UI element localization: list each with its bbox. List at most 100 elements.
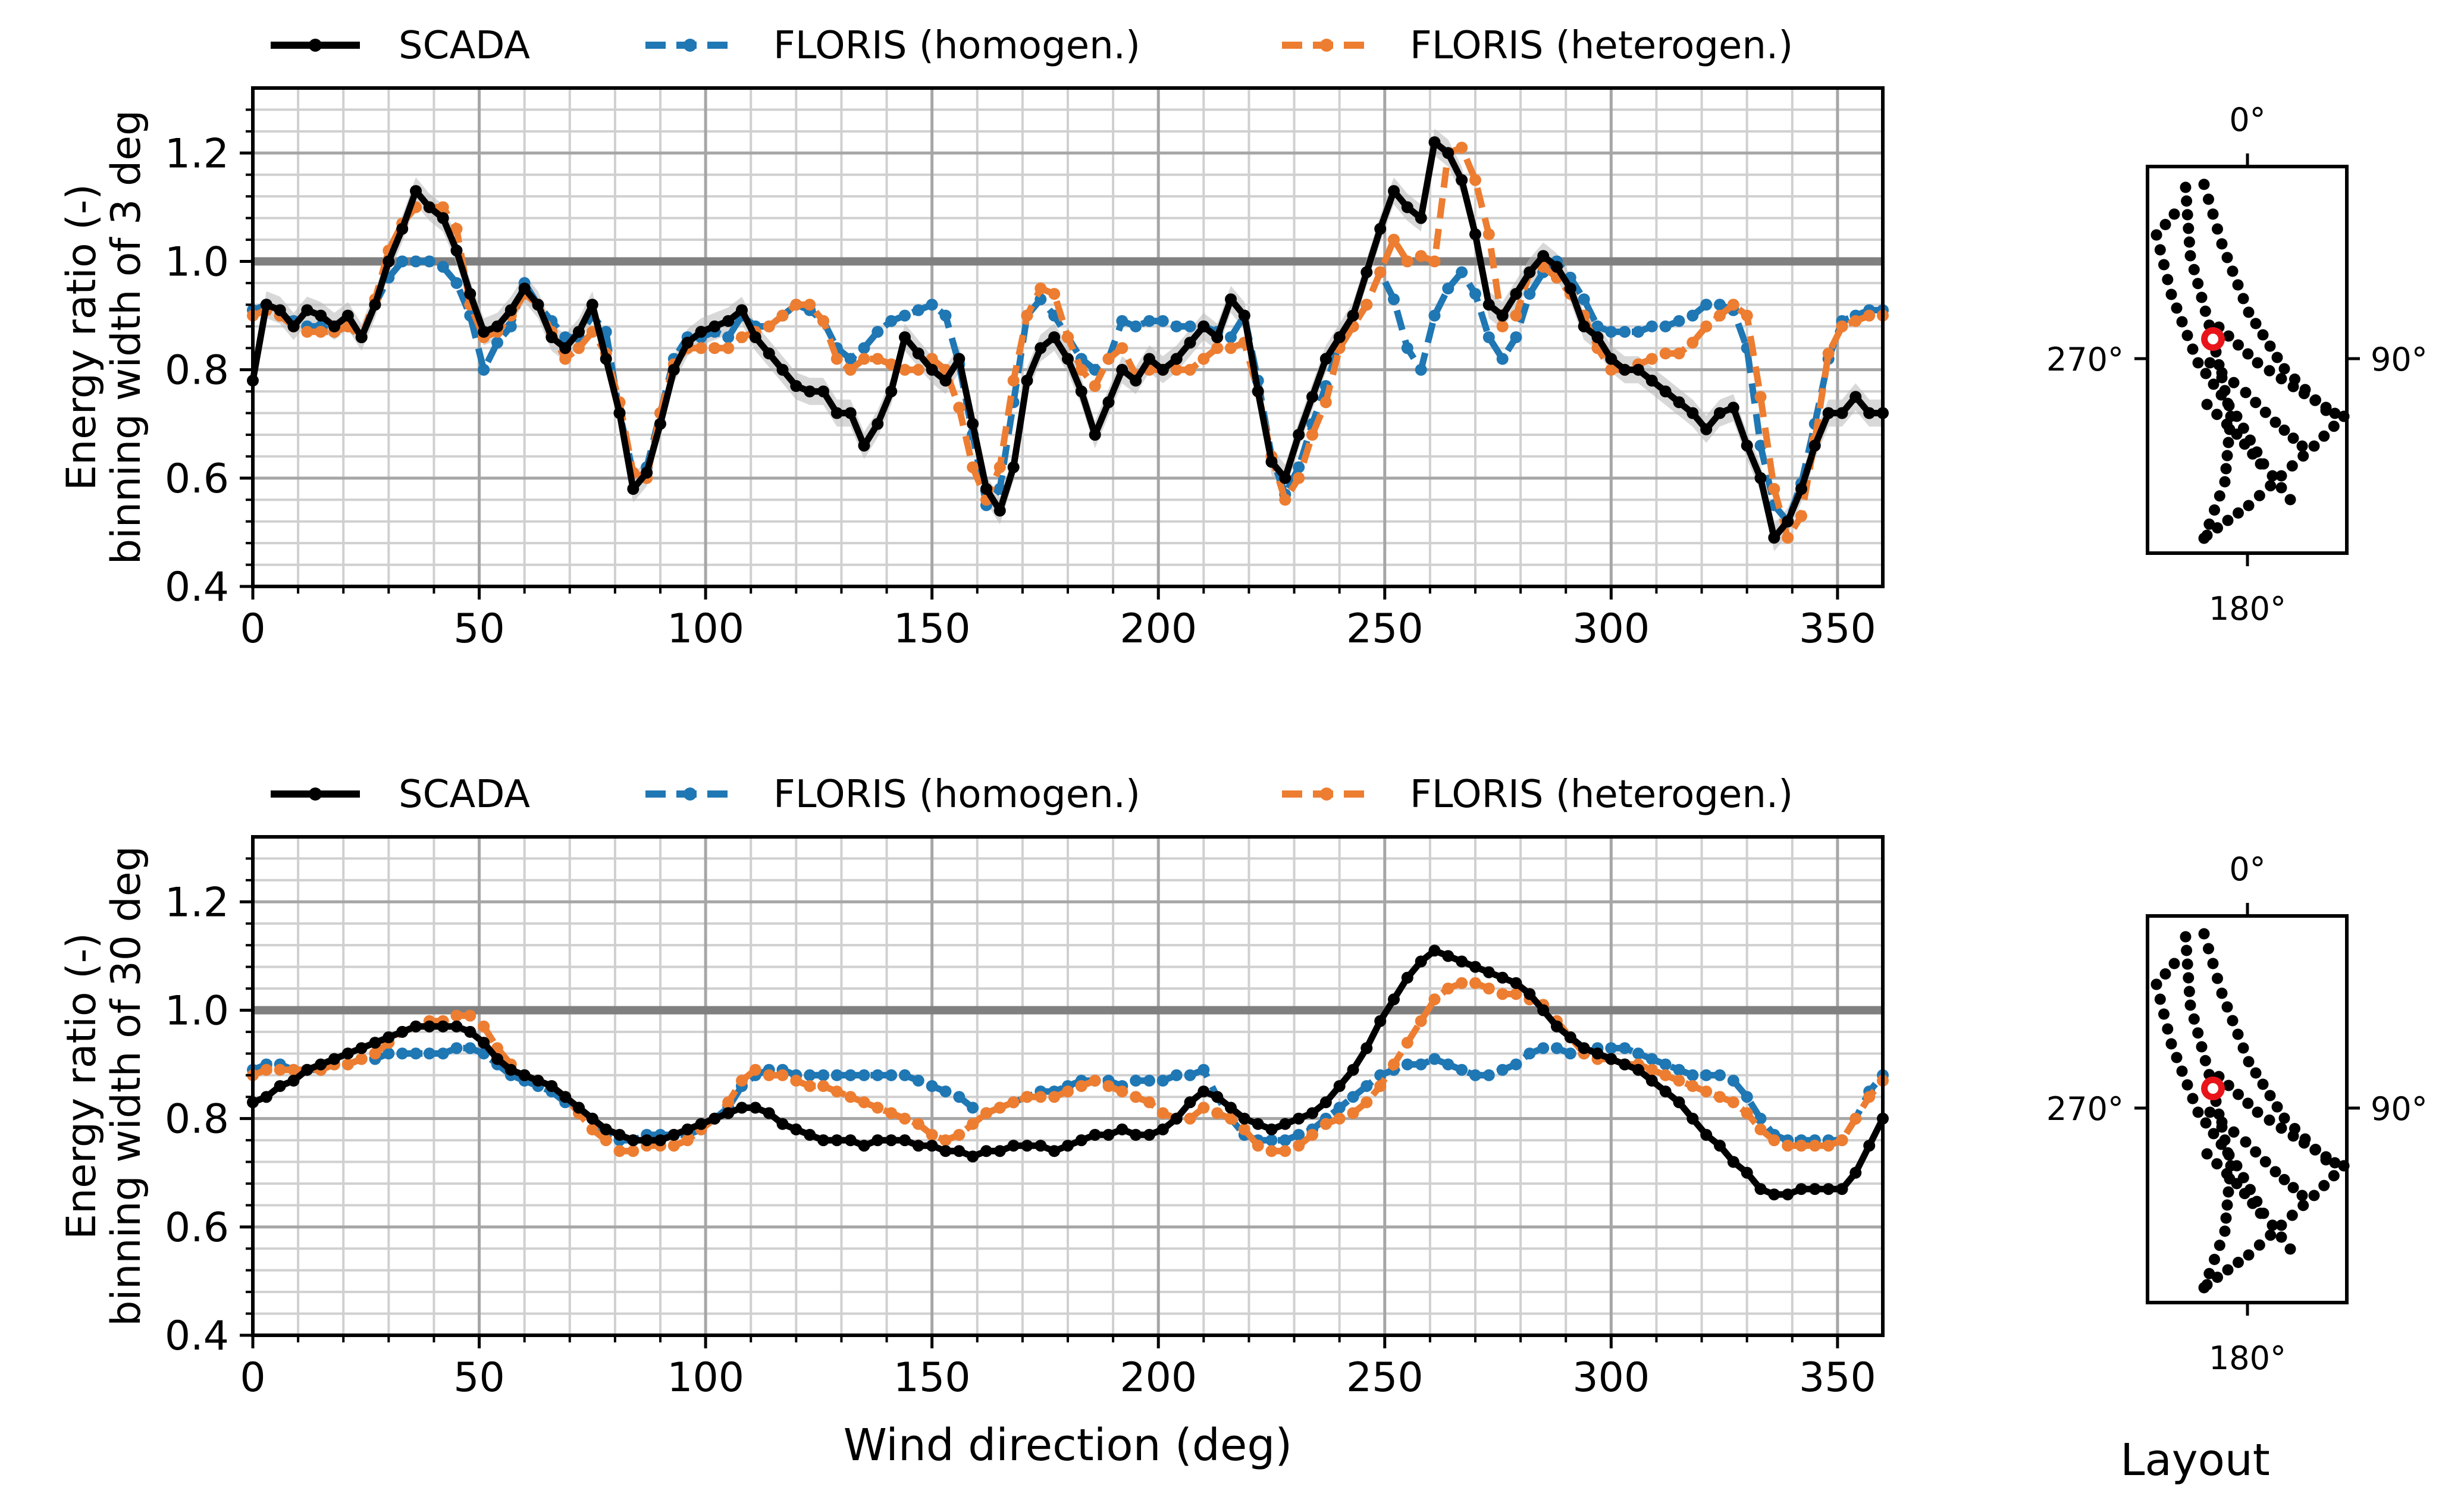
series-scada [247, 945, 1889, 1201]
data-point [967, 1150, 979, 1163]
turbine-marker [2232, 1028, 2244, 1040]
data-point [1075, 1080, 1087, 1092]
data-point [1374, 266, 1387, 278]
turbine-marker [2233, 1257, 2244, 1268]
data-point [355, 1042, 368, 1055]
data-point [912, 1140, 924, 1152]
data-point [1782, 532, 1794, 544]
data-point [396, 255, 409, 268]
x-tick-label: 300 [1572, 605, 1650, 652]
data-point [1714, 1140, 1726, 1152]
data-point [1700, 1085, 1713, 1098]
data-point [709, 1112, 721, 1125]
data-point [1741, 309, 1753, 322]
turbine-marker [2223, 400, 2235, 412]
data-point [1211, 342, 1224, 354]
data-point [1048, 288, 1061, 300]
y-axis-label: binning width of 3 deg [103, 110, 150, 564]
turbine-marker [2243, 500, 2255, 512]
data-point [993, 1102, 1006, 1114]
turbine-marker [2297, 1200, 2309, 1212]
data-point [912, 1118, 924, 1130]
data-point [1768, 532, 1780, 544]
data-point [1673, 396, 1685, 409]
data-point [423, 255, 435, 268]
turbine-marker [2266, 1219, 2278, 1231]
data-point [1836, 407, 1848, 419]
data-point [1156, 1107, 1169, 1119]
data-point [410, 1047, 422, 1060]
data-point [1102, 353, 1115, 365]
data-point [1007, 1140, 1020, 1152]
data-point [1130, 1129, 1142, 1141]
turbine-marker [2329, 1157, 2341, 1169]
data-point [423, 201, 435, 214]
data-point [709, 342, 721, 354]
turbine-marker [2287, 1182, 2299, 1194]
data-point [1741, 1107, 1753, 1119]
layout-inset-bottom: 0° 180° 270° 90° [2046, 851, 2428, 1377]
data-point [1130, 374, 1142, 387]
turbine-marker [2212, 972, 2223, 984]
data-point [1034, 1091, 1047, 1103]
compass-west-label: 270° [2046, 341, 2124, 378]
data-point [1849, 391, 1862, 403]
data-point [1347, 1107, 1359, 1119]
data-point [1591, 1047, 1604, 1060]
data-point [1714, 407, 1726, 419]
turbine-marker [2309, 394, 2321, 406]
data-point [980, 1145, 992, 1157]
data-point [369, 299, 381, 311]
data-point [953, 353, 965, 365]
data-point [1306, 1107, 1318, 1119]
data-point [1673, 315, 1685, 327]
series-scada [247, 136, 1889, 544]
data-point [1482, 228, 1495, 240]
data-point [1170, 320, 1183, 332]
turbine-marker [2275, 482, 2287, 494]
data-point [1116, 363, 1128, 376]
turbine-marker [2201, 1279, 2213, 1291]
data-point [681, 1123, 694, 1135]
data-point [790, 1123, 802, 1135]
data-point [1293, 1112, 1305, 1125]
data-point [423, 1020, 435, 1033]
data-point [383, 1031, 395, 1043]
turbine-marker [2198, 178, 2210, 190]
data-point [736, 1074, 748, 1087]
turbine-marker [2222, 1080, 2234, 1091]
data-point [1754, 1112, 1767, 1125]
data-point [1197, 353, 1210, 365]
data-point [1062, 331, 1074, 343]
data-point [817, 1069, 829, 1081]
data-point [1686, 1069, 1699, 1081]
turbine-marker [2232, 279, 2244, 291]
turbine-marker [2237, 293, 2249, 305]
data-point [1496, 320, 1509, 332]
data-point [1401, 1037, 1413, 1049]
data-point [1482, 1069, 1495, 1081]
turbine-marker [2297, 450, 2309, 462]
turbine-marker [2196, 291, 2208, 303]
data-point [1836, 1183, 1848, 1196]
data-point [1089, 380, 1101, 392]
turbine-marker [2275, 1122, 2287, 1134]
data-point [1673, 347, 1685, 360]
data-point [1523, 288, 1536, 300]
turbine-marker [2198, 928, 2210, 940]
data-point [1714, 1091, 1726, 1103]
turbine-marker [2192, 1106, 2204, 1118]
data-point [1075, 1134, 1087, 1147]
data-point [1170, 1069, 1183, 1081]
data-point [993, 504, 1006, 517]
data-point [1645, 1063, 1658, 1076]
highlighted-turbine-center [2208, 1083, 2218, 1094]
data-point [1170, 1112, 1183, 1125]
highlighted-turbine-center [2208, 334, 2218, 344]
turbine-marker [2201, 399, 2213, 410]
turbine-marker [2287, 1130, 2299, 1142]
turbine-marker [2208, 1128, 2220, 1140]
turbine-marker [2228, 376, 2240, 388]
turbine-marker [2271, 1101, 2283, 1113]
data-point [1211, 331, 1224, 343]
